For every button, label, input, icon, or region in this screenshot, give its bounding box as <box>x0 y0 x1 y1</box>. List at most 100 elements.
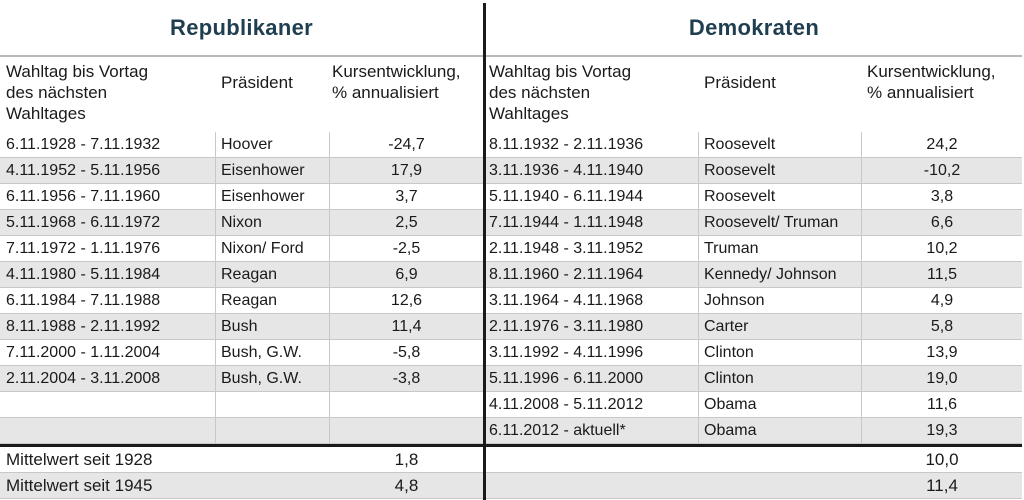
president-cell: Carter <box>704 318 749 335</box>
column-divider <box>329 210 330 235</box>
column-headers: Wahltag bis Vortag des nächsten Wahltage… <box>0 57 483 132</box>
column-divider <box>329 340 330 365</box>
table-row: 6.11.2012 - aktuell* Obama 19,3 <box>486 418 1022 444</box>
president-header: Präsident <box>704 73 776 92</box>
president-header: Präsident <box>221 73 293 92</box>
title-rule <box>486 55 1022 57</box>
period-cell: 4.11.1980 - 5.11.1984 <box>6 266 161 283</box>
column-divider <box>329 132 330 157</box>
column-divider <box>215 236 216 261</box>
value-cell: 4,9 <box>930 292 954 309</box>
column-divider <box>215 158 216 183</box>
period-cell: 8.11.1932 - 2.11.1936 <box>489 136 644 153</box>
value-cell: -3,8 <box>392 370 421 387</box>
column-divider <box>698 418 699 443</box>
value-cell: 3,7 <box>395 188 418 205</box>
period-header-line: Wahltag bis Vortag <box>489 62 632 81</box>
value-cell: -24,7 <box>388 136 425 153</box>
period-cell: 2.11.2004 - 3.11.2008 <box>6 370 161 387</box>
summary-value: 10,0 <box>925 450 959 469</box>
value-cell: 24,2 <box>926 136 958 153</box>
party-divider <box>483 3 486 500</box>
period-cell: 6.11.1928 - 7.11.1932 <box>6 136 161 153</box>
president-cell: Roosevelt <box>704 162 776 179</box>
summary-row: Mittelwert seit 1945 4,8 <box>0 473 483 499</box>
president-cell: Truman <box>704 240 759 257</box>
president-cell: Bush <box>221 318 258 335</box>
president-cell: Nixon <box>221 214 262 231</box>
table-row: 2.11.1976 - 3.11.1980 Carter 5,8 <box>486 314 1022 340</box>
period-cell: 4.11.1952 - 5.11.1956 <box>6 162 161 179</box>
performance-header-line: Kursentwicklung, <box>332 62 461 81</box>
value-cell: 19,0 <box>926 370 958 387</box>
president-cell: Reagan <box>221 266 278 283</box>
table-row: 6.11.1956 - 7.11.1960 Eisenhower 3,7 <box>0 184 483 210</box>
column-divider <box>215 184 216 209</box>
column-divider <box>698 210 699 235</box>
table-row: 2.11.1948 - 3.11.1952 Truman 10,2 <box>486 236 1022 262</box>
president-cell: Bush, G.W. <box>221 344 302 361</box>
summary-row: 10,0 <box>486 447 1022 473</box>
table-row: 4.11.1980 - 5.11.1984 Reagan 6,9 <box>0 262 483 288</box>
performance-header-line: % annualisiert <box>332 83 439 102</box>
table-row: 6.11.1928 - 7.11.1932 Hoover -24,7 <box>0 132 483 158</box>
value-cell: 5,8 <box>930 318 954 335</box>
president-cell: Obama <box>704 396 757 413</box>
column-divider <box>698 184 699 209</box>
president-cell: Johnson <box>704 292 765 309</box>
summary-label: Mittelwert seit 1928 <box>6 450 153 469</box>
value-cell: 2,5 <box>395 214 418 231</box>
column-divider <box>861 340 862 365</box>
column-divider <box>329 288 330 313</box>
column-divider <box>215 392 216 417</box>
table-row: 5.11.1968 - 6.11.1972 Nixon 2,5 <box>0 210 483 236</box>
column-divider <box>861 418 862 443</box>
period-cell: 3.11.1964 - 4.11.1968 <box>489 292 644 309</box>
column-divider <box>329 158 330 183</box>
column-divider <box>861 366 862 391</box>
column-divider <box>861 158 862 183</box>
republicans-title: Republikaner <box>170 15 313 40</box>
period-cell: 5.11.1940 - 6.11.1944 <box>489 188 644 205</box>
value-cell: -10,2 <box>923 162 961 179</box>
period-cell: 8.11.1960 - 2.11.1964 <box>489 266 644 283</box>
column-divider <box>861 262 862 287</box>
value-cell: 10,2 <box>926 240 958 257</box>
performance-header-line: Kursentwicklung, <box>867 62 996 81</box>
period-header-line: Wahltag bis Vortag <box>6 62 149 81</box>
column-divider <box>861 314 862 339</box>
democrats-section: Demokraten Wahltag bis Vortag des nächst… <box>486 0 1022 500</box>
president-cell: Eisenhower <box>221 188 305 205</box>
period-header: Wahltag bis Vortag des nächsten Wahltage… <box>489 61 689 124</box>
performance-header: Kursentwicklung, % annualisiert <box>867 61 1017 103</box>
democrats-summary: 10,0 11,4 <box>486 447 1022 499</box>
period-cell: 4.11.2008 - 5.11.2012 <box>489 396 644 413</box>
value-cell: 12,6 <box>390 292 423 309</box>
table-row: 8.11.1932 - 2.11.1936 Roosevelt 24,2 <box>486 132 1022 158</box>
value-cell: 11,4 <box>391 318 422 335</box>
performance-header-line: % annualisiert <box>867 83 974 102</box>
table-row: 3.11.1936 - 4.11.1940 Roosevelt -10,2 <box>486 158 1022 184</box>
column-divider <box>698 314 699 339</box>
value-cell: 11,6 <box>927 396 957 413</box>
column-divider <box>215 262 216 287</box>
table-row: 3.11.1992 - 4.11.1996 Clinton 13,9 <box>486 340 1022 366</box>
period-cell: 2.11.1976 - 3.11.1980 <box>489 318 644 335</box>
summary-separator <box>0 444 483 447</box>
column-divider <box>698 132 699 157</box>
period-cell: 7.11.1972 - 1.11.1976 <box>6 240 161 257</box>
column-divider <box>861 392 862 417</box>
table-row: 7.11.1944 - 1.11.1948 Roosevelt/ Truman 6,… <box>486 210 1022 236</box>
president-cell: Roosevelt <box>704 136 776 153</box>
column-divider <box>215 340 216 365</box>
summary-row: Mittelwert seit 1928 1,8 <box>0 447 483 473</box>
president-cell: Hoover <box>221 136 273 153</box>
column-divider <box>861 288 862 313</box>
period-cell: 6.11.2012 - aktuell* <box>489 422 626 439</box>
period-cell: 7.11.2000 - 1.11.2004 <box>6 344 161 361</box>
summary-value: 1,8 <box>394 450 419 469</box>
column-divider <box>215 418 216 443</box>
column-divider <box>698 158 699 183</box>
republicans-section: Republikaner Wahltag bis Vortag des näch… <box>0 0 483 500</box>
